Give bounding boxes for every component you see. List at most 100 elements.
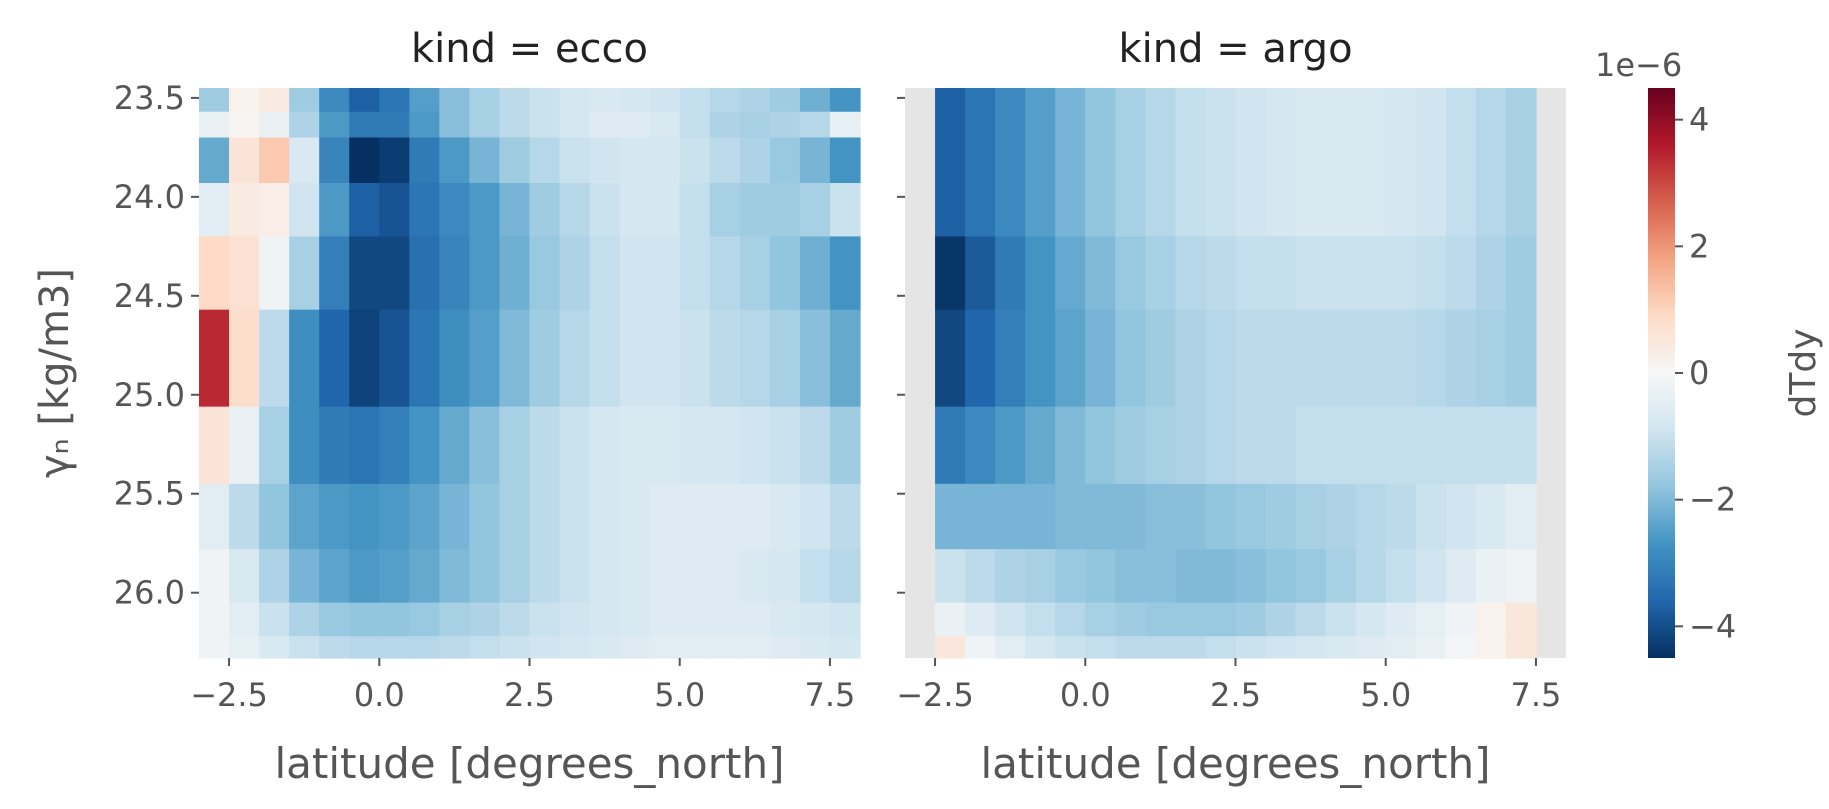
heatmap-cell (1145, 309, 1177, 408)
heatmap-cell (649, 183, 681, 238)
heatmap-cell (1115, 602, 1146, 637)
heatmap-cell (769, 549, 801, 604)
heatmap-cell (259, 549, 290, 604)
heatmap-cell (1025, 636, 1056, 659)
heatmap-cell (229, 88, 260, 113)
y-ticks-argo (897, 96, 905, 594)
y-ticks-ecco: 23.5 24.0 24.5 25.0 25.5 26.0 (114, 79, 199, 612)
heatmap-cell (1115, 549, 1146, 604)
heatmap-cell (319, 636, 350, 659)
heatmap-cell (379, 406, 410, 485)
heatmap-cell (1505, 602, 1537, 637)
heatmap-cell (1055, 483, 1086, 550)
heatmap-cell (995, 602, 1026, 637)
heatmap-cell (319, 111, 350, 139)
heatmap-cell (619, 309, 651, 408)
colorbar-tick-label: −2 (1689, 481, 1736, 519)
heatmap-cell (199, 111, 230, 139)
heatmap-cell (1055, 406, 1086, 485)
heatmap-cell (1325, 309, 1357, 408)
heatmap-cell (995, 309, 1026, 408)
heatmap-cell (589, 183, 621, 238)
heatmap-cell (799, 406, 831, 485)
heatmap-cell (709, 137, 741, 184)
heatmap-cell (1415, 406, 1447, 485)
heatmap-cell (799, 111, 831, 139)
heatmap-cell (469, 549, 501, 604)
heatmap-cell (439, 236, 471, 311)
colorbar-label: dTdy (1783, 329, 1824, 418)
heatmap-cell (1295, 602, 1327, 637)
heatmap-cell (619, 137, 651, 184)
heatmap-cell (1325, 406, 1357, 485)
panel-argo: kind = argo −2.5 0.0 2.5 5.0 7.5 latitude [d… (896, 26, 1566, 788)
heatmap-cell (1505, 309, 1537, 408)
heatmap-cell (769, 88, 801, 113)
heatmap-cell (829, 236, 861, 311)
heatmap-cell (1295, 88, 1327, 238)
heatmap-cell (1445, 483, 1477, 550)
heatmap-cell (1295, 483, 1327, 550)
heatmap-cell (769, 236, 801, 311)
heatmap-cell (259, 236, 290, 311)
heatmap-cell (1235, 309, 1267, 408)
heatmap-cell (259, 137, 290, 184)
heatmap-cell (589, 636, 621, 659)
heatmap-cell (379, 602, 410, 637)
heatmap-cell (1265, 483, 1297, 550)
heatmap-cell (589, 88, 621, 113)
heatmap-cell (1055, 236, 1086, 311)
heatmap-cell (799, 483, 831, 550)
heatmap-cell (679, 549, 711, 604)
heatmap-cell (799, 88, 831, 113)
heatmap-cell (1175, 406, 1207, 485)
heatmap-cell (649, 137, 681, 184)
heatmap-cell (1355, 602, 1387, 637)
heatmap-cell (649, 483, 681, 550)
heatmap-cell (965, 602, 996, 637)
heatmap-cell (619, 483, 651, 550)
heatmap-cell (965, 309, 996, 408)
heatmap-cell (409, 483, 440, 550)
heatmap-cell (199, 483, 230, 550)
colorbar: −4 −2 0 2 4 1e−6 dTdy (1595, 46, 1824, 658)
heatmap-cell (529, 483, 561, 550)
heatmap-cells-argo (935, 88, 1537, 659)
heatmap-cell (409, 137, 440, 184)
heatmap-cell (1205, 236, 1237, 311)
heatmap-cell (319, 137, 350, 184)
x-tick-label: 2.5 (1210, 676, 1261, 714)
heatmap-cell (739, 309, 771, 408)
heatmap-cell (709, 309, 741, 408)
heatmap-cell (229, 636, 260, 659)
heatmap-cell (289, 549, 320, 604)
heatmap-cell (935, 602, 966, 637)
heatmap-cell (259, 406, 290, 485)
heatmap-cell (589, 549, 621, 604)
heatmap-cell (349, 309, 380, 408)
heatmap-cell (1085, 602, 1116, 637)
heatmap-cell (589, 236, 621, 311)
heatmap-cell (1415, 549, 1447, 604)
heatmap-cell (1415, 602, 1447, 637)
heatmap-cell (349, 183, 380, 238)
heatmap-cell (799, 636, 831, 659)
heatmap-cell (1505, 406, 1537, 485)
heatmap-cell (619, 183, 651, 238)
heatmap-cell (259, 183, 290, 238)
heatmap-cell (1475, 88, 1507, 238)
heatmap-cell (319, 602, 350, 637)
x-ticks-argo: −2.5 0.0 2.5 5.0 7.5 (896, 658, 1561, 714)
heatmap-cell (1025, 88, 1056, 238)
heatmap-cell (259, 636, 290, 659)
heatmap-cell (1475, 602, 1507, 637)
colorbar-tick-label: 0 (1689, 354, 1709, 392)
heatmap-cell (935, 636, 966, 659)
heatmap-cell (1175, 602, 1207, 637)
heatmap-cell (559, 183, 591, 238)
heatmap-cell (469, 309, 501, 408)
heatmap-cell (379, 236, 410, 311)
heatmap-cell (1025, 549, 1056, 604)
x-tick-label: −2.5 (896, 676, 974, 714)
colorbar-tick-label: −4 (1689, 607, 1736, 645)
